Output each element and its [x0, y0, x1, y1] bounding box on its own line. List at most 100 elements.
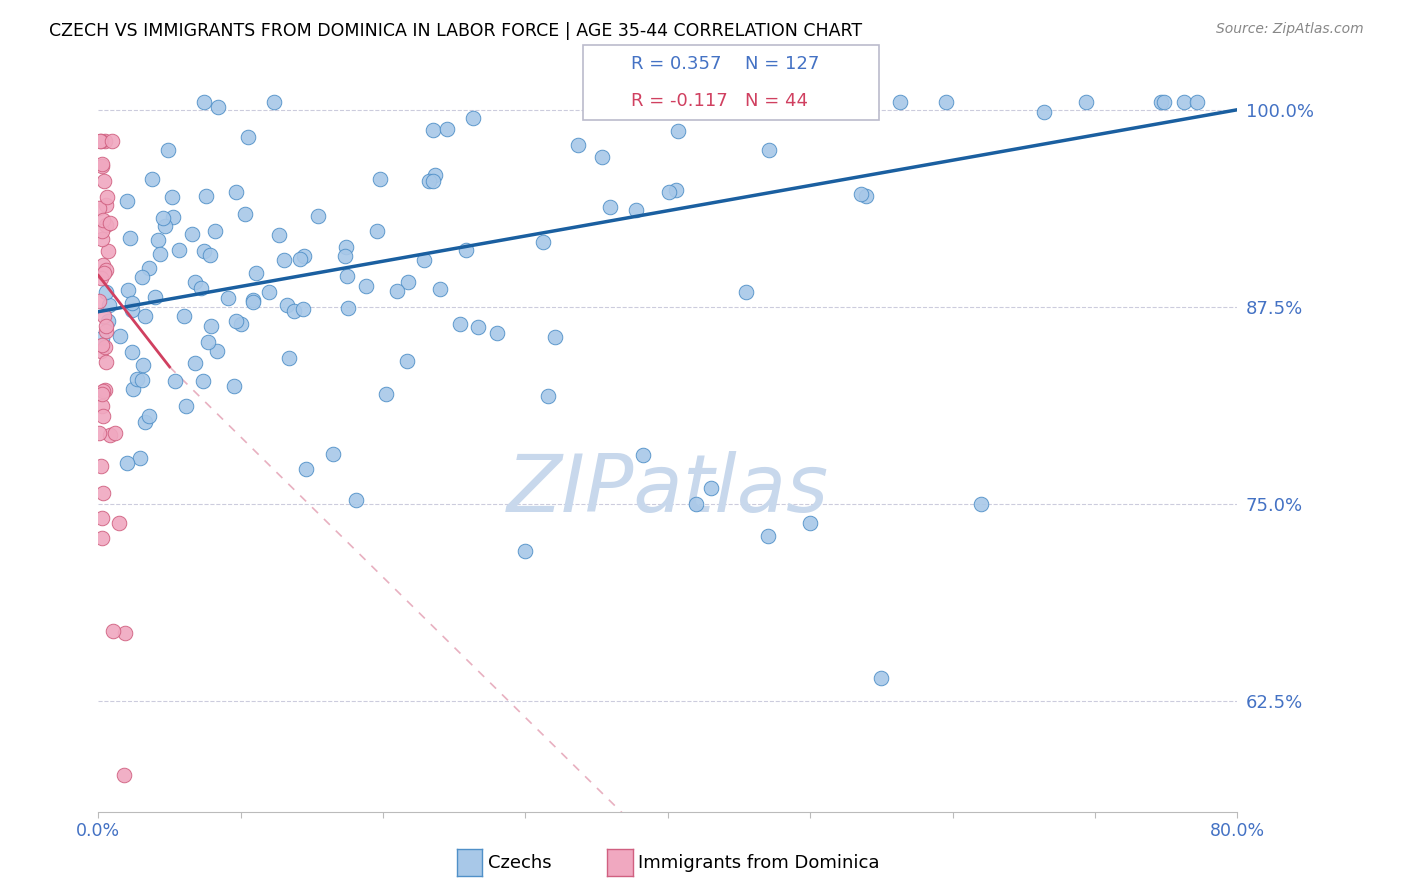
Point: [631, 448, 654, 462]
Point: [89, 134, 111, 148]
Point: [485, 326, 508, 340]
Point: [129, 450, 152, 465]
Point: [121, 345, 143, 359]
Point: [162, 210, 184, 224]
Point: [366, 224, 388, 238]
Point: [423, 168, 446, 182]
Point: [138, 260, 160, 275]
Point: [278, 351, 301, 365]
Point: [195, 189, 218, 203]
Text: Source: ZipAtlas.com: Source: ZipAtlas.com: [1216, 22, 1364, 37]
Point: [531, 235, 554, 249]
Point: [96, 355, 118, 369]
Point: [193, 95, 215, 109]
Point: [236, 130, 259, 145]
Point: [96, 319, 118, 334]
Point: [115, 194, 138, 208]
Point: [463, 112, 485, 126]
Point: [756, 529, 779, 543]
Point: [98, 428, 121, 442]
Point: [153, 219, 176, 234]
Point: [292, 249, 315, 263]
Point: [229, 317, 252, 331]
Point: [173, 309, 195, 323]
Point: [91, 510, 114, 524]
Point: [115, 456, 138, 470]
Point: [626, 203, 648, 218]
Point: [90, 532, 112, 546]
Point: [870, 671, 893, 685]
Point: [307, 209, 329, 223]
Text: R = 0.357: R = 0.357: [631, 55, 721, 73]
Point: [107, 516, 129, 530]
Point: [91, 258, 114, 272]
Point: [101, 134, 124, 148]
Point: [94, 262, 117, 277]
Point: [970, 497, 993, 511]
Point: [1173, 95, 1195, 109]
Point: [333, 249, 356, 263]
Point: [225, 186, 247, 200]
Point: [276, 298, 298, 312]
Point: [174, 399, 197, 413]
Point: [1150, 95, 1173, 109]
Point: [121, 303, 143, 318]
Point: [935, 95, 957, 109]
Point: [1187, 95, 1209, 109]
Point: [515, 544, 537, 558]
Point: [93, 340, 115, 354]
Point: [467, 320, 489, 334]
Point: [422, 123, 444, 137]
Point: [103, 624, 125, 639]
Point: [156, 143, 179, 157]
Point: [335, 240, 357, 254]
Point: [94, 218, 117, 232]
Point: [665, 182, 688, 196]
Point: [141, 172, 163, 186]
Point: [217, 291, 239, 305]
Text: Immigrants from Dominica: Immigrants from Dominica: [638, 854, 880, 871]
Point: [93, 310, 115, 324]
Point: [148, 233, 170, 247]
Point: [685, 497, 707, 511]
Point: [90, 459, 112, 474]
Point: [112, 768, 135, 782]
Point: [114, 626, 136, 640]
Point: [735, 285, 758, 300]
Point: [222, 378, 245, 392]
Point: [89, 201, 111, 215]
Point: [544, 330, 567, 344]
Point: [93, 174, 115, 188]
Point: [93, 266, 115, 280]
Point: [131, 373, 153, 387]
Point: [89, 426, 111, 441]
Text: Czechs: Czechs: [488, 854, 551, 871]
Point: [436, 122, 458, 136]
Point: [387, 284, 409, 298]
Point: [354, 279, 377, 293]
Point: [197, 335, 219, 350]
Point: [1153, 95, 1175, 109]
Point: [233, 207, 256, 221]
Point: [567, 137, 589, 152]
Text: N = 44: N = 44: [745, 92, 808, 110]
Point: [699, 481, 721, 495]
Point: [396, 275, 419, 289]
Point: [758, 144, 780, 158]
Point: [456, 243, 478, 257]
Point: [134, 309, 156, 323]
Point: [429, 282, 451, 296]
Point: [90, 343, 112, 358]
Point: [97, 314, 120, 328]
Point: [245, 266, 267, 280]
Point: [91, 409, 114, 423]
Point: [799, 516, 821, 530]
Point: [138, 409, 160, 423]
Point: [169, 243, 191, 257]
Point: [205, 343, 228, 358]
Point: [658, 185, 681, 199]
Point: [90, 232, 112, 246]
Point: [91, 159, 114, 173]
Point: [98, 216, 121, 230]
Point: [91, 338, 114, 352]
